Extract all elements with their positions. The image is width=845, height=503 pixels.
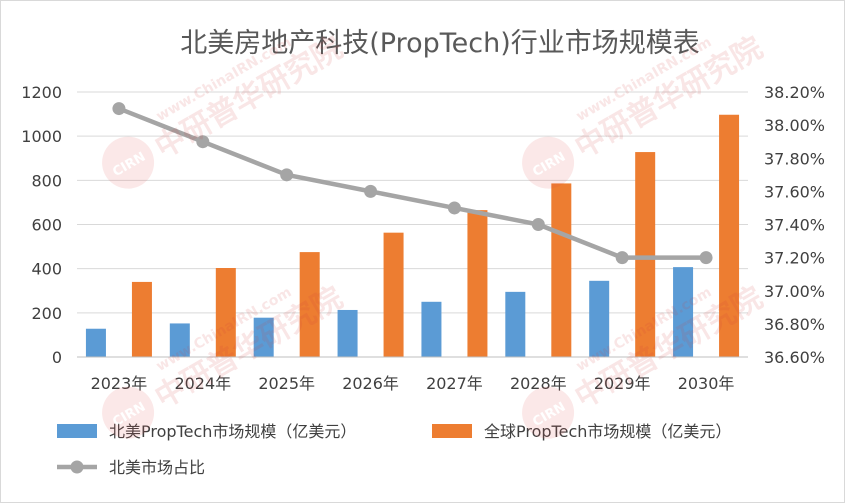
x-tick-label: 2027年 xyxy=(426,374,483,393)
share-point xyxy=(280,168,294,182)
share-point xyxy=(699,251,713,265)
y2-tick-label: 38.00% xyxy=(764,116,825,135)
bar-global xyxy=(215,268,236,357)
y2-tick-label: 38.20% xyxy=(764,83,825,102)
x-tick-label: 2028年 xyxy=(510,374,567,393)
legend-swatch xyxy=(57,424,97,438)
y-tick-label: 1200 xyxy=(21,83,62,102)
bar-global xyxy=(299,252,320,357)
y2-tick-label: 37.80% xyxy=(764,149,825,168)
x-tick-label: 2023年 xyxy=(91,374,148,393)
y2-tick-label: 36.60% xyxy=(764,348,825,367)
y2-tick-label: 37.60% xyxy=(764,182,825,201)
bars xyxy=(85,114,740,357)
y2-tick-label: 37.00% xyxy=(764,282,825,301)
bar-north-america xyxy=(505,291,526,357)
y-tick-label: 400 xyxy=(31,260,62,279)
bar-global xyxy=(383,232,404,357)
share-point xyxy=(615,251,629,265)
bar-global xyxy=(467,210,488,357)
x-tick-label: 2026年 xyxy=(342,374,399,393)
share-point xyxy=(364,184,378,198)
bar-north-america xyxy=(253,317,274,357)
bar-north-america xyxy=(673,267,694,357)
legend-swatch xyxy=(432,424,472,438)
legend-label: 北美市场占比 xyxy=(109,458,205,477)
x-tick-label: 2025年 xyxy=(258,374,315,393)
x-tick-label: 2030年 xyxy=(678,374,735,393)
bar-global xyxy=(719,114,740,357)
bar-north-america xyxy=(85,328,106,357)
y-tick-label: 0 xyxy=(52,348,62,367)
legend: 北美PropTech市场规模（亿美元） 全球PropTech市场规模（亿美元） 北美… xyxy=(57,422,731,477)
share-line xyxy=(118,106,707,260)
y2-tick-label: 37.40% xyxy=(764,216,825,235)
x-axis: 2023年 2024年 2025年 2026年 2027年 2028年 2029年 2030年 xyxy=(77,356,748,393)
y-tick-label: 1000 xyxy=(21,127,62,146)
share-point xyxy=(196,135,210,149)
legend-swatch-marker xyxy=(70,460,84,474)
bar-global xyxy=(551,183,572,357)
bar-global xyxy=(131,281,152,357)
y-axis-left: 0 200 400 600 800 1000 1200 xyxy=(21,83,62,367)
share-point xyxy=(447,201,461,215)
x-tick-label: 2029年 xyxy=(594,374,651,393)
y-tick-label: 200 xyxy=(31,304,62,323)
legend-label: 北美PropTech市场规模（亿美元） xyxy=(109,422,356,441)
y2-tick-label: 37.20% xyxy=(764,249,825,268)
bar-north-america xyxy=(421,301,442,357)
line-series xyxy=(112,102,713,265)
bar-north-america xyxy=(169,323,190,357)
y-axis-right: 36.60% 36.80% 37.00% 37.20% 37.40% 37.60% 37.8… xyxy=(764,83,825,367)
legend-label: 全球PropTech市场规模（亿美元） xyxy=(484,422,731,441)
x-tick-label: 2024年 xyxy=(174,374,231,393)
bar-north-america xyxy=(337,309,358,357)
y-tick-label: 600 xyxy=(31,216,62,235)
y2-tick-label: 36.80% xyxy=(764,315,825,334)
bar-north-america xyxy=(589,280,610,357)
chart-title: 北美房地产科技(PropTech)行业市场规模表 xyxy=(180,28,700,59)
y-tick-label: 800 xyxy=(31,171,62,190)
bar-global xyxy=(635,152,656,357)
share-point xyxy=(531,218,545,231)
share-point xyxy=(112,102,126,116)
